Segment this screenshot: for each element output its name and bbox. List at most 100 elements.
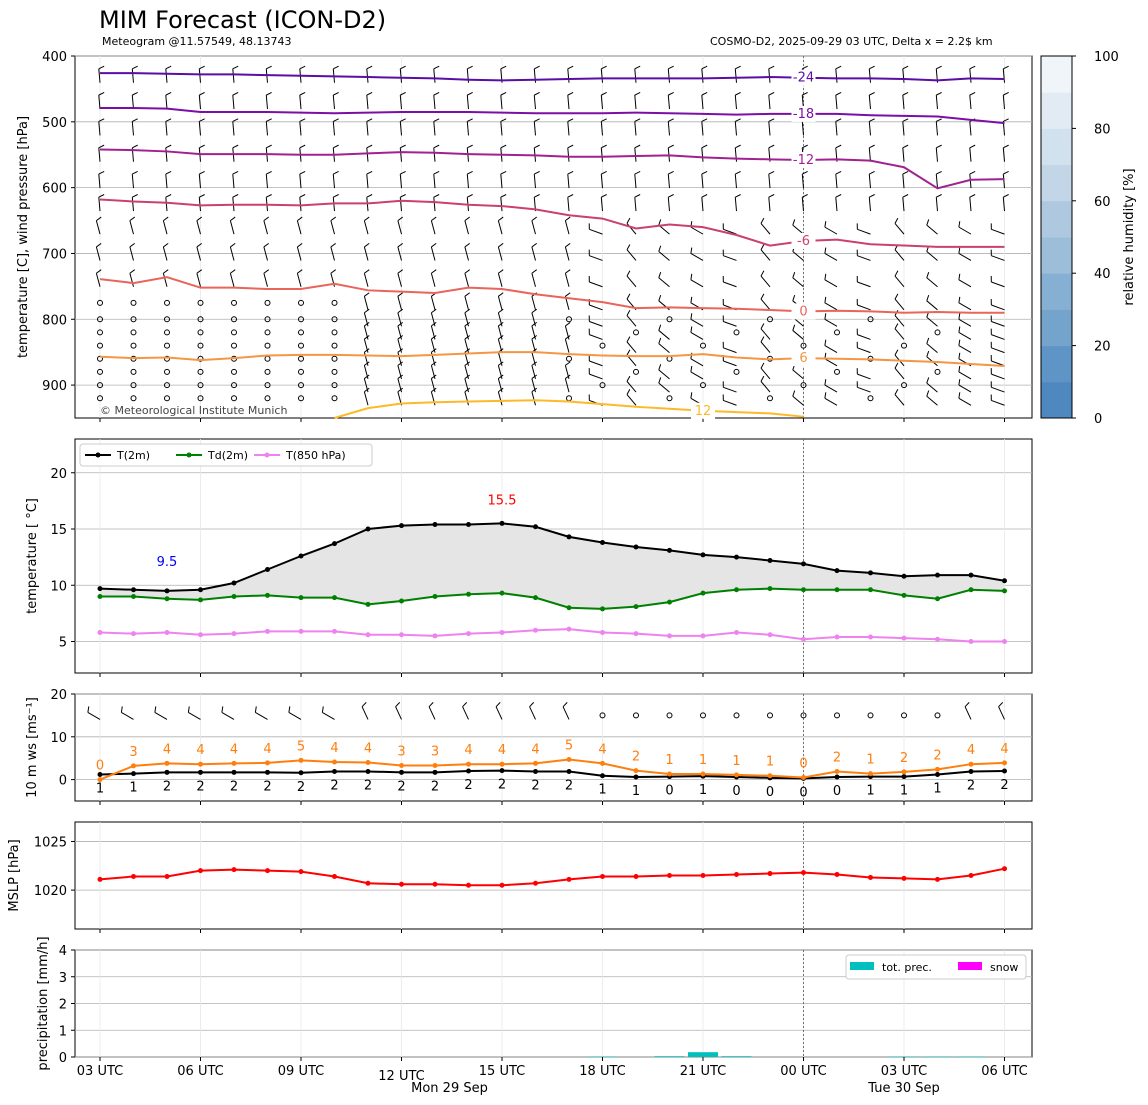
wind-barb-feather	[266, 118, 272, 122]
calm-wind-circle	[298, 329, 304, 336]
y-tick-label: 800	[42, 313, 67, 328]
series-td2m-point	[935, 596, 940, 602]
series-t2m-point	[265, 567, 270, 572]
wind-barb-feather	[969, 144, 976, 149]
wind-barb-feather	[263, 242, 270, 248]
gust-value-label: 4	[364, 741, 372, 756]
wind-barb	[363, 391, 369, 406]
wind-barb	[701, 174, 704, 189]
series-td2m-point	[365, 601, 371, 607]
wind-barb	[395, 706, 402, 720]
wind-barb	[969, 174, 972, 189]
wind-barb	[760, 341, 771, 353]
wind-barb-feather	[266, 144, 272, 149]
wind-barb	[533, 121, 536, 136]
series-wind-gust-point	[499, 761, 505, 767]
series-mslp-point	[935, 876, 940, 882]
wind-barb	[701, 121, 704, 136]
wind-barb-feather	[433, 171, 440, 175]
calm-wind-circle	[834, 329, 840, 336]
wind-barb	[926, 251, 938, 261]
wind-barb	[658, 277, 670, 288]
wind-barb-feather	[397, 269, 404, 274]
gust-value-label: 1	[766, 755, 774, 770]
wind-barb	[991, 304, 1005, 311]
wind-barb-feather	[926, 219, 930, 226]
wind-barb	[792, 251, 804, 261]
calm-wind-circle	[231, 395, 237, 402]
calm-wind-circle	[197, 355, 204, 362]
mean-wind-value-label: 2	[364, 778, 372, 793]
wind-barb	[564, 338, 570, 353]
wind-barb-feather	[431, 348, 437, 353]
series-t2m-point	[633, 544, 639, 550]
wind-barb	[589, 304, 603, 311]
series-t2m-point	[432, 522, 438, 527]
wind-barb-feather	[397, 216, 404, 222]
mean-wind-value-label: 1	[129, 781, 137, 796]
wind-barb-feather	[165, 92, 172, 96]
gust-value-label: 4	[230, 742, 238, 757]
wind-barb-feather	[321, 706, 324, 713]
calm-wind-circle	[97, 382, 103, 389]
series-t850-line	[99, 628, 1005, 643]
wind-barb	[366, 68, 369, 83]
wind-barb-feather	[400, 194, 406, 198]
wind-barb-feather	[199, 92, 205, 96]
series-td2m-point	[801, 587, 806, 593]
series-t850-point	[164, 630, 170, 635]
wind-barb-feather	[254, 706, 257, 713]
wind-barb-feather	[266, 92, 272, 96]
wind-barb-feather	[163, 242, 169, 248]
wind-barb	[500, 197, 503, 212]
wind-barb	[129, 220, 134, 235]
isotherm-label: 6	[799, 351, 807, 366]
wind-barb-feather	[364, 216, 370, 222]
wind-barb-feather	[232, 144, 239, 149]
mean-wind-value-label: 0	[833, 784, 841, 799]
calm-wind-circle	[331, 299, 338, 306]
wind-barb	[902, 174, 905, 189]
wind-barb-feather	[565, 269, 571, 274]
wind-barb	[634, 147, 637, 162]
wind-barb-feather	[366, 65, 373, 70]
mean-wind-value-label: 2	[531, 778, 539, 793]
wind-barb	[121, 711, 134, 720]
wind-barb-feather	[668, 194, 674, 198]
wind-barb	[857, 255, 871, 261]
calm-wind-circle	[97, 299, 103, 306]
series-t850-point	[801, 636, 806, 642]
series-t2m-point	[231, 580, 237, 586]
series-mslp-point	[499, 882, 505, 888]
isotherm-6	[99, 351, 1005, 368]
y-tick-label: 10	[50, 579, 67, 594]
calm-wind-circle	[566, 355, 572, 362]
calm-wind-circle	[264, 355, 271, 362]
wind-barb-feather	[529, 702, 535, 708]
wind-barb-feather	[431, 321, 437, 327]
series-t850-point	[734, 630, 739, 635]
wind-barb	[397, 296, 402, 310]
wind-barb-feather	[601, 171, 607, 175]
wind-barb	[634, 121, 637, 136]
wind-barb-feather	[658, 324, 662, 331]
wind-barb	[131, 197, 134, 212]
wind-barb	[723, 347, 737, 354]
wind-barb	[562, 706, 570, 720]
wind-barb-feather	[464, 242, 471, 248]
gust-value-label: 4	[598, 742, 606, 757]
wind-barb-feather	[199, 144, 205, 149]
wind-barb-feather	[464, 387, 471, 393]
wind-barb-feather	[464, 361, 471, 366]
wind-barb	[466, 95, 469, 110]
wind-barb-feather	[364, 321, 370, 327]
wind-barb-feather	[299, 92, 306, 96]
wind-barb-feather	[936, 144, 942, 149]
wind-barb	[835, 95, 838, 110]
series-t2m-point	[332, 541, 337, 547]
wind-barb	[366, 95, 369, 110]
wind-barb	[433, 121, 436, 136]
wind-barb	[589, 321, 603, 327]
isotherm-12	[334, 399, 804, 419]
series-td2m-point	[968, 587, 974, 593]
